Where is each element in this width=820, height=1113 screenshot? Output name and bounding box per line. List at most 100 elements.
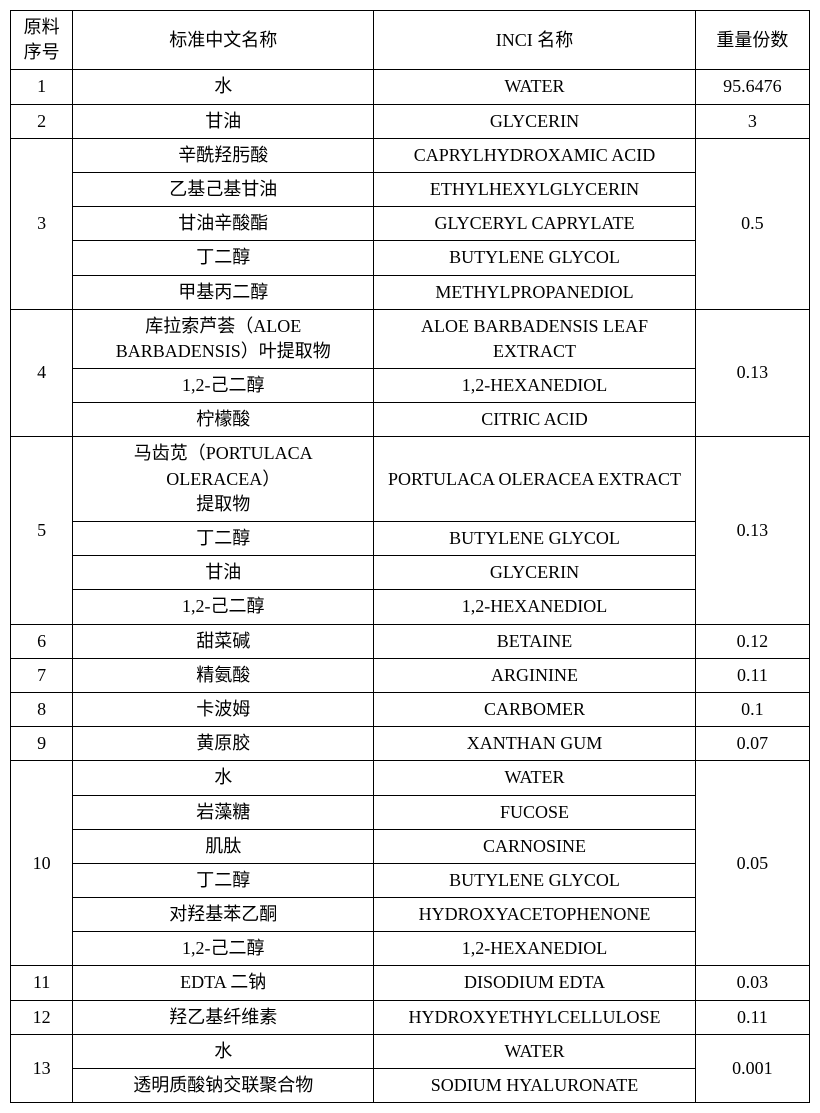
cell-cn: 甘油辛酸酯 [73,207,374,241]
cell-inci: GLYCERIN [374,556,696,590]
table-header: 原料序号 标准中文名称 INCI 名称 重量份数 [11,11,810,70]
cell-cn: 甘油 [73,104,374,138]
cell-inci: HYDROXYETHYLCELLULOSE [374,1000,696,1034]
cell-cn: 库拉索芦荟（ALOEBARBADENSIS）叶提取物 [73,309,374,368]
cell-weight: 0.13 [695,437,809,624]
cell-idx: 1 [11,70,73,104]
cell-inci: CITRIC ACID [374,403,696,437]
cell-weight: 0.5 [695,138,809,309]
cell-inci: CARBOMER [374,692,696,726]
cell-cn: 羟乙基纤维素 [73,1000,374,1034]
cell-idx: 9 [11,727,73,761]
cell-cn: 马齿苋（PORTULACA OLERACEA）提取物 [73,437,374,522]
cell-cn: 乙基己基甘油 [73,172,374,206]
table-body: 1水WATER95.64762甘油GLYCERIN33辛酰羟肟酸CAPRYLHY… [11,70,810,1103]
cell-inci: XANTHAN GUM [374,727,696,761]
table-row: 丁二醇BUTYLENE GLYCOL [11,863,810,897]
cell-idx: 5 [11,437,73,624]
col-header-wt: 重量份数 [695,11,809,70]
cell-inci: BUTYLENE GLYCOL [374,522,696,556]
cell-cn: 肌肽 [73,829,374,863]
cell-idx: 10 [11,761,73,966]
cell-inci: GLYCERIN [374,104,696,138]
cell-idx: 12 [11,1000,73,1034]
cell-weight: 0.05 [695,761,809,966]
cell-inci: ALOE BARBADENSIS LEAFEXTRACT [374,309,696,368]
cell-idx: 2 [11,104,73,138]
cell-cn: EDTA 二钠 [73,966,374,1000]
table-row: 肌肽CARNOSINE [11,829,810,863]
cell-cn: 1,2-己二醇 [73,369,374,403]
cell-inci: GLYCERYL CAPRYLATE [374,207,696,241]
col-header-idx: 原料序号 [11,11,73,70]
table-row: 对羟基苯乙酮HYDROXYACETOPHENONE [11,898,810,932]
table-row: 甘油辛酸酯GLYCERYL CAPRYLATE [11,207,810,241]
cell-inci: 1,2-HEXANEDIOL [374,590,696,624]
cell-idx: 11 [11,966,73,1000]
cell-idx: 3 [11,138,73,309]
table-row: 12羟乙基纤维素HYDROXYETHYLCELLULOSE0.11 [11,1000,810,1034]
cell-cn: 水 [73,1034,374,1068]
cell-cn: 甲基丙二醇 [73,275,374,309]
cell-idx: 13 [11,1034,73,1102]
cell-inci: WATER [374,70,696,104]
cell-cn: 丁二醇 [73,863,374,897]
table-row: 3辛酰羟肟酸CAPRYLHYDROXAMIC ACID0.5 [11,138,810,172]
cell-inci: ETHYLHEXYLGLYCERIN [374,172,696,206]
table-row: 透明质酸钠交联聚合物SODIUM HYALURONATE [11,1069,810,1103]
cell-inci: 1,2-HEXANEDIOL [374,932,696,966]
cell-inci: BUTYLENE GLYCOL [374,241,696,275]
cell-inci: FUCOSE [374,795,696,829]
table-row: 乙基己基甘油ETHYLHEXYLGLYCERIN [11,172,810,206]
cell-idx: 7 [11,658,73,692]
cell-inci: BETAINE [374,624,696,658]
cell-cn: 1,2-己二醇 [73,590,374,624]
cell-inci: PORTULACA OLERACEA EXTRACT [374,437,696,522]
table-row: 5马齿苋（PORTULACA OLERACEA）提取物PORTULACA OLE… [11,437,810,522]
cell-inci: WATER [374,761,696,795]
cell-inci: ARGININE [374,658,696,692]
cell-cn: 1,2-己二醇 [73,932,374,966]
cell-weight: 95.6476 [695,70,809,104]
table-row: 13水WATER0.001 [11,1034,810,1068]
cell-inci: SODIUM HYALURONATE [374,1069,696,1103]
col-header-cn: 标准中文名称 [73,11,374,70]
table-row: 岩藻糖FUCOSE [11,795,810,829]
cell-cn: 甘油 [73,556,374,590]
cell-inci: DISODIUM EDTA [374,966,696,1000]
cell-weight: 0.13 [695,309,809,437]
cell-cn: 辛酰羟肟酸 [73,138,374,172]
cell-inci: CAPRYLHYDROXAMIC ACID [374,138,696,172]
cell-idx: 8 [11,692,73,726]
cell-cn: 水 [73,70,374,104]
table-row: 1水WATER95.6476 [11,70,810,104]
table-row: 柠檬酸CITRIC ACID [11,403,810,437]
cell-cn: 水 [73,761,374,795]
table-row: 8卡波姆CARBOMER0.1 [11,692,810,726]
cell-cn: 甜菜碱 [73,624,374,658]
cell-inci: HYDROXYACETOPHENONE [374,898,696,932]
table-row: 丁二醇BUTYLENE GLYCOL [11,241,810,275]
cell-inci: METHYLPROPANEDIOL [374,275,696,309]
table-row: 2甘油GLYCERIN3 [11,104,810,138]
cell-cn: 柠檬酸 [73,403,374,437]
table-row: 1,2-己二醇1,2-HEXANEDIOL [11,369,810,403]
cell-weight: 0.11 [695,658,809,692]
cell-weight: 0.1 [695,692,809,726]
cell-idx: 4 [11,309,73,437]
cell-idx: 6 [11,624,73,658]
cell-cn: 黄原胶 [73,727,374,761]
cell-cn: 对羟基苯乙酮 [73,898,374,932]
cell-weight: 0.07 [695,727,809,761]
table-row: 4库拉索芦荟（ALOEBARBADENSIS）叶提取物ALOE BARBADEN… [11,309,810,368]
cell-weight: 0.11 [695,1000,809,1034]
cell-cn: 卡波姆 [73,692,374,726]
cell-inci: CARNOSINE [374,829,696,863]
table-row: 7精氨酸ARGININE0.11 [11,658,810,692]
table-row: 11EDTA 二钠DISODIUM EDTA0.03 [11,966,810,1000]
cell-cn: 岩藻糖 [73,795,374,829]
cell-weight: 0.12 [695,624,809,658]
cell-inci: 1,2-HEXANEDIOL [374,369,696,403]
table-row: 9黄原胶XANTHAN GUM0.07 [11,727,810,761]
table-row: 6甜菜碱BETAINE0.12 [11,624,810,658]
